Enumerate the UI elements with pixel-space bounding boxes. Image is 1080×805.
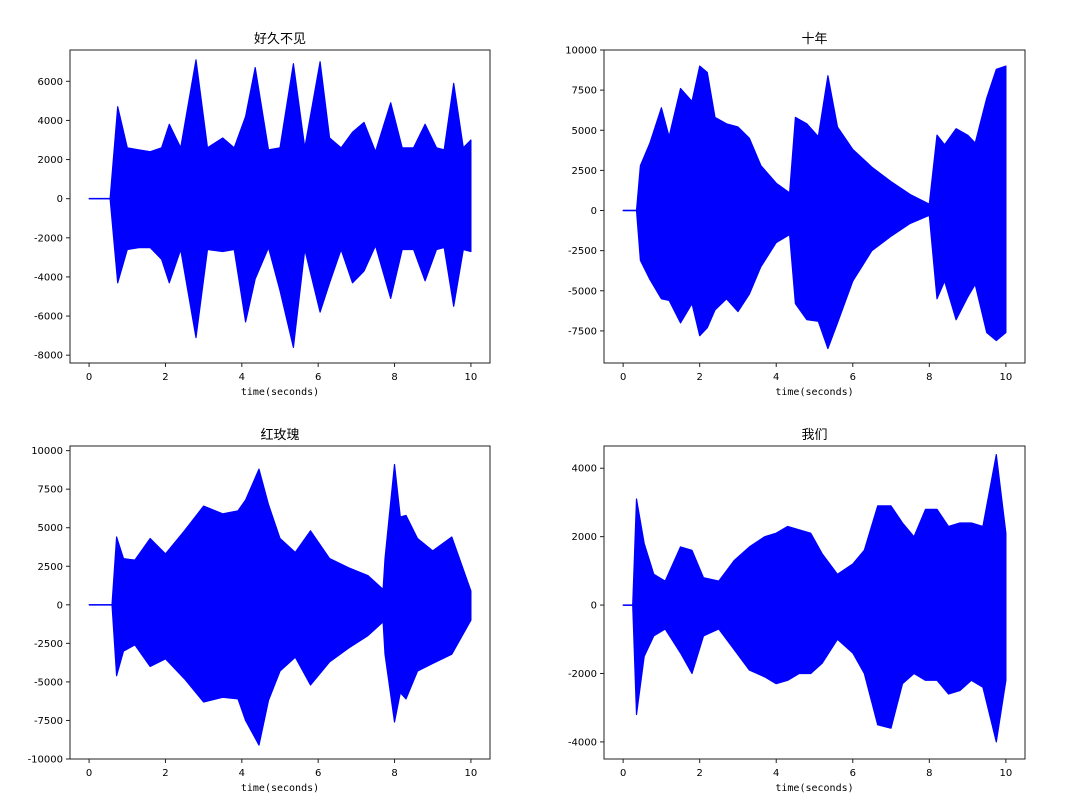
x-tick-label-0: 0 xyxy=(86,768,92,779)
x-axis-label: time(seconds) xyxy=(241,783,319,794)
x-tick-label-0: 0 xyxy=(86,372,92,383)
x-tick-label-8: 8 xyxy=(926,372,932,383)
y-tick-label-2000: -2000 xyxy=(34,233,63,244)
plot-frame xyxy=(603,445,1026,760)
x-tick-label-4: 4 xyxy=(239,372,245,383)
x-tick-label-4: 4 xyxy=(773,372,779,383)
y-tick-label-4000: 4000 xyxy=(572,464,597,475)
x-tick-label-2: 2 xyxy=(162,768,168,779)
plot-frame xyxy=(69,445,491,760)
y-tick-label-10000: -10000 xyxy=(28,755,63,766)
y-tick-label-5000: 5000 xyxy=(572,126,597,137)
x-tick-label-8: 8 xyxy=(391,372,397,383)
y-tick-label-7500: 7500 xyxy=(572,86,597,97)
panel-title: 我们 xyxy=(801,428,827,443)
y-tick-label-4000: 4000 xyxy=(38,116,63,127)
waveform-series xyxy=(88,59,472,348)
y-tick-label-5000: -5000 xyxy=(34,677,63,688)
x-tick-label-6: 6 xyxy=(315,372,321,383)
x-tick-label-2: 2 xyxy=(162,372,168,383)
y-tick-label-7500: -7500 xyxy=(568,326,597,337)
waveform-panel-4: 我们 0 2 4 6 8 10 -4000 -2000 0 2000 4000 time(seconds… xyxy=(568,428,1026,794)
x-tick-label-4: 4 xyxy=(239,768,245,779)
x-tick-label-0: 0 xyxy=(620,372,626,383)
y-tick-label-2000: 2000 xyxy=(572,532,597,543)
y-tick-label-5000: -5000 xyxy=(568,286,597,297)
plot-frame xyxy=(603,49,1026,364)
x-tick-label-8: 8 xyxy=(391,768,397,779)
x-tick-label-10: 10 xyxy=(465,372,478,383)
waveform-panel-2: 十年 0 2 4 6 8 10 -7500 -5000 -2500 0 2500 5000 7500 100… xyxy=(565,32,1026,398)
x-axis-label: time(seconds) xyxy=(775,387,853,398)
x-tick-label-8: 8 xyxy=(926,768,932,779)
y-tick-label-0: 0 xyxy=(591,601,597,612)
waveform-panel-1: 好久不见 0 2 4 6 8 10 -8000 -6000 -4000 -2000 0 2000 4000… xyxy=(34,32,491,398)
panel-title: 好久不见 xyxy=(254,32,306,47)
y-tick-label-0: 0 xyxy=(57,600,63,611)
panel-title: 十年 xyxy=(801,32,827,47)
x-tick-label-6: 6 xyxy=(315,768,321,779)
waveform-series xyxy=(622,454,1007,743)
y-tick-label-10000: 10000 xyxy=(565,46,597,57)
y-tick-label-7500: 7500 xyxy=(38,485,63,496)
y-tick-label-2500: -2500 xyxy=(34,639,63,650)
x-axis-label: time(seconds) xyxy=(775,783,853,794)
y-tick-label-2000: 2000 xyxy=(38,155,63,166)
y-tick-label-10000: 10000 xyxy=(31,446,63,457)
waveform-series xyxy=(622,65,1007,350)
y-tick-label-6000: -6000 xyxy=(34,312,63,323)
x-tick-label-10: 10 xyxy=(999,372,1012,383)
x-tick-label-6: 6 xyxy=(850,372,856,383)
y-tick-label-2000: -2000 xyxy=(568,669,597,680)
panel-title: 红玫瑰 xyxy=(260,427,299,443)
y-tick-label-2500: 2500 xyxy=(38,562,63,573)
y-tick-label-8000: -8000 xyxy=(34,351,63,362)
y-tick-label-5000: 5000 xyxy=(38,523,63,534)
y-tick-label-2500: -2500 xyxy=(568,246,597,257)
x-tick-label-2: 2 xyxy=(696,372,702,383)
x-tick-label-10: 10 xyxy=(999,768,1012,779)
waveform-panel-3: 红玫瑰 0 2 4 6 8 10 -10000 -7500 -5000 -2500 0 2500 5000… xyxy=(28,427,491,794)
y-tick-label-0: 0 xyxy=(591,206,597,217)
y-tick-label-6000: 6000 xyxy=(38,77,63,88)
x-tick-label-4: 4 xyxy=(773,768,779,779)
y-tick-label-7500: -7500 xyxy=(34,716,63,727)
y-tick-label-4000: -4000 xyxy=(568,737,597,748)
y-tick-label-2500: 2500 xyxy=(572,166,597,177)
x-axis-label: time(seconds) xyxy=(241,387,319,398)
x-tick-label-10: 10 xyxy=(465,768,478,779)
x-tick-label-2: 2 xyxy=(696,768,702,779)
y-tick-label-4000: -4000 xyxy=(34,272,63,283)
y-tick-label-0: 0 xyxy=(57,194,63,205)
x-tick-label-6: 6 xyxy=(850,768,856,779)
x-tick-label-0: 0 xyxy=(620,768,626,779)
plot-frame xyxy=(69,49,491,364)
